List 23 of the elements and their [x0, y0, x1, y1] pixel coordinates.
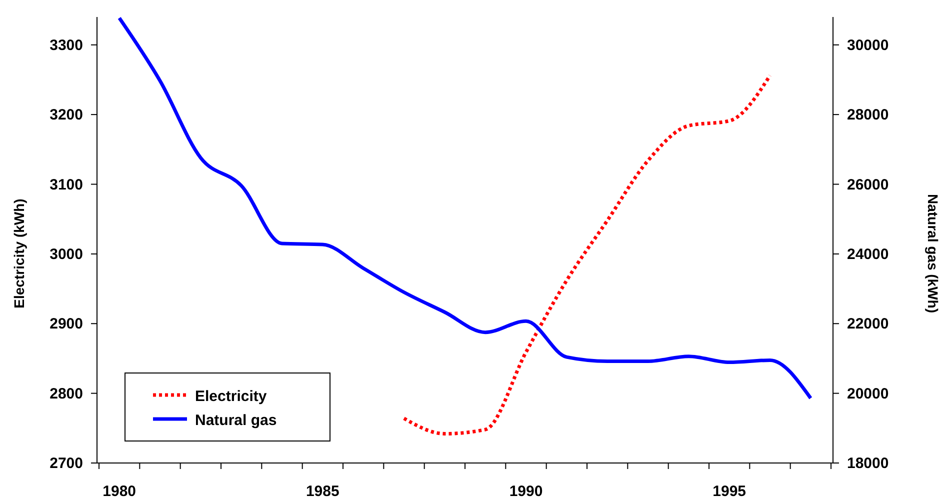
y-tick-label: 3300 — [50, 36, 83, 54]
x-tick-label: 1990 — [509, 483, 543, 500]
x-tick-label: 1985 — [306, 483, 340, 500]
y2-tick-label: 30000 — [847, 36, 889, 54]
y2-tick-label: 18000 — [847, 455, 889, 472]
y-tick-label: 3100 — [50, 176, 83, 194]
line-series — [402, 74, 772, 436]
y-axis-title: Electricity (kWh) — [11, 198, 27, 308]
y-tick-label: 3200 — [50, 106, 83, 124]
y2-axis-title: Natural gas (kWh) — [925, 194, 941, 314]
y2-tick-label: 28000 — [847, 106, 889, 124]
legend-label: Natural gas — [195, 412, 277, 429]
y-tick-label: 2700 — [50, 455, 83, 472]
y-tick-label: 2800 — [50, 385, 83, 402]
legend-label: Electricity — [195, 388, 268, 405]
y2-tick-label: 22000 — [847, 316, 889, 333]
y2-tick-label: 24000 — [847, 246, 889, 263]
x-tick-label: 1980 — [102, 483, 136, 500]
y-tick-label: 3000 — [50, 246, 83, 263]
x-tick-label: 1995 — [712, 483, 746, 500]
y-tick-label: 2900 — [50, 316, 83, 333]
y2-tick-label: 20000 — [847, 385, 889, 402]
y2-tick-label: 26000 — [847, 176, 889, 194]
